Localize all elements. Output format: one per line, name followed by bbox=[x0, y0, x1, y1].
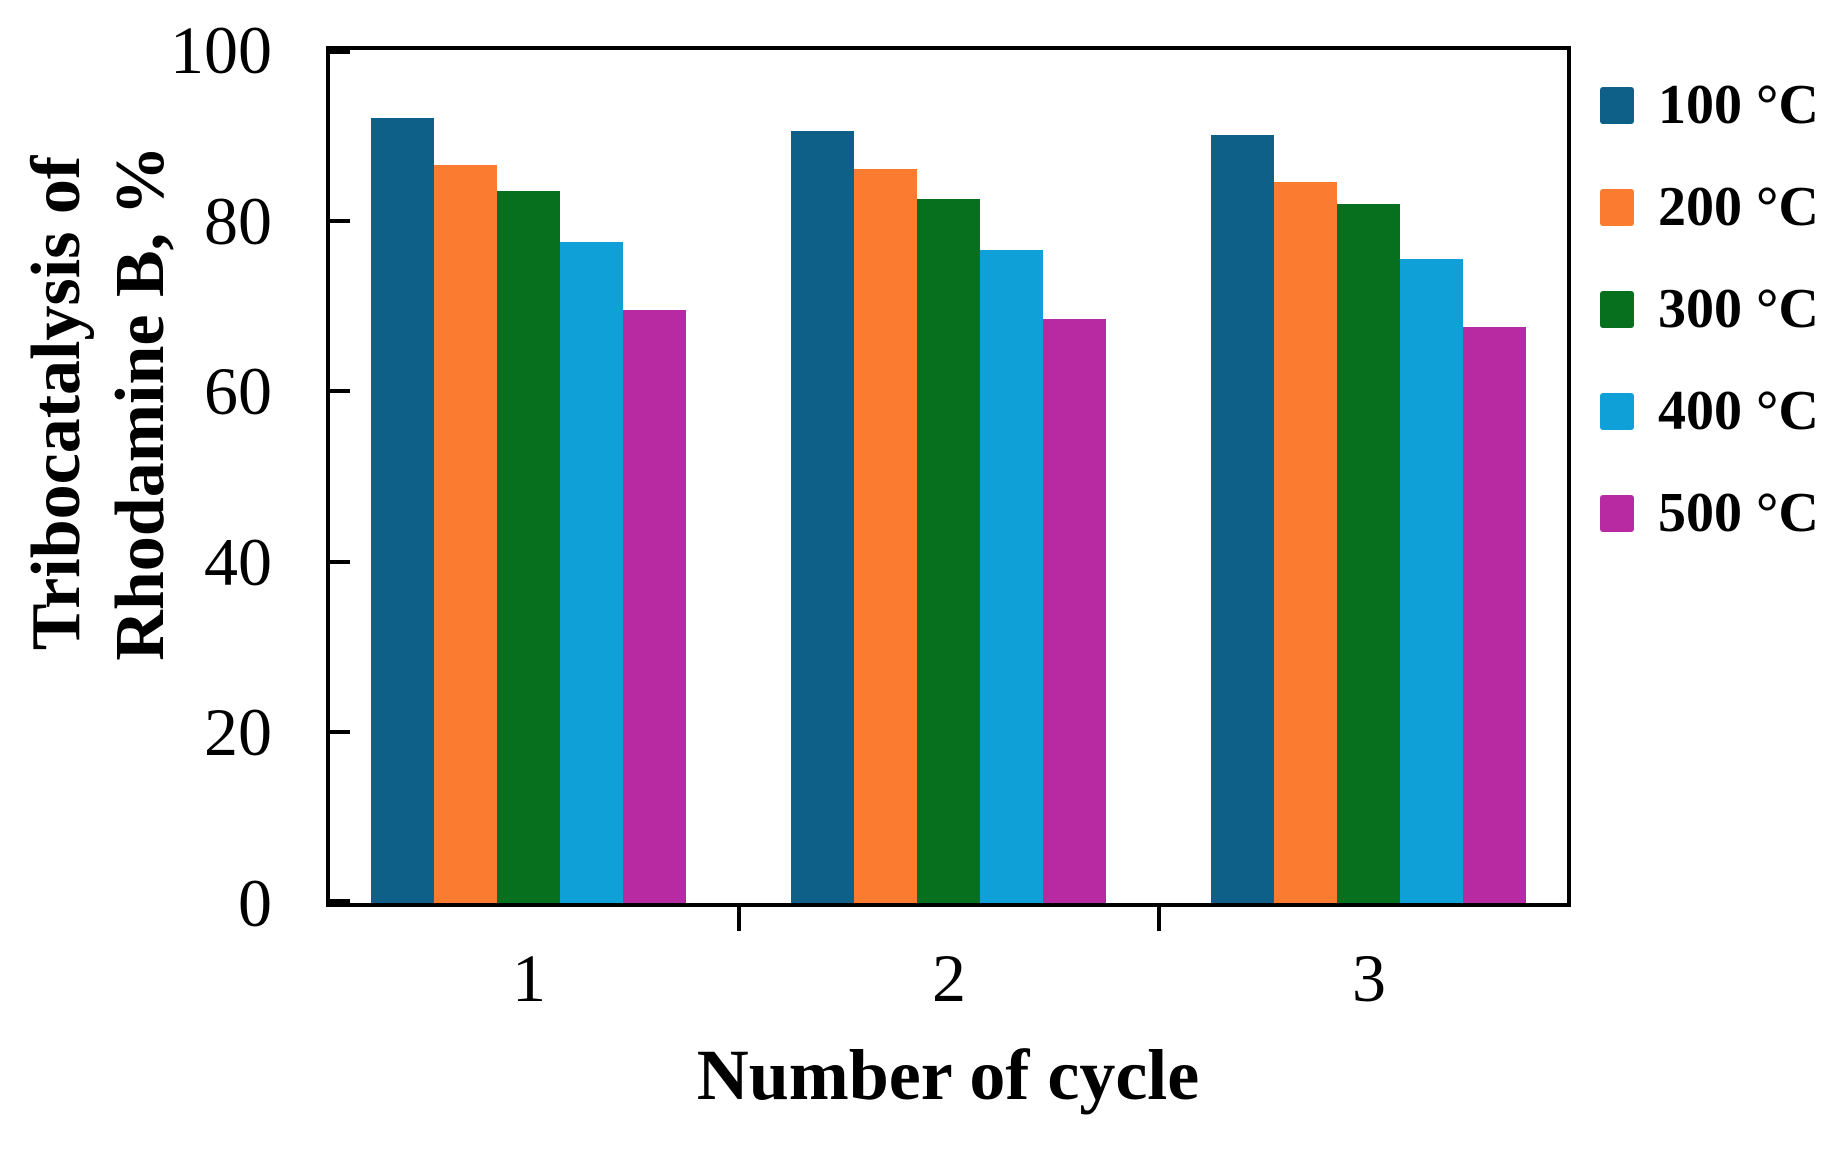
legend-swatch-icon bbox=[1600, 392, 1634, 430]
legend-item-200°C: 200 °C bbox=[1600, 176, 1819, 238]
bar-500°C-cycle2 bbox=[1043, 319, 1106, 903]
y-tick-100 bbox=[330, 50, 350, 54]
legend-swatch-icon bbox=[1600, 188, 1634, 226]
legend-swatch-icon bbox=[1600, 290, 1634, 328]
bar-500°C-cycle1 bbox=[623, 310, 686, 903]
x-axis-title: Number of cycle bbox=[696, 1035, 1200, 1115]
bar-500°C-cycle3 bbox=[1463, 327, 1526, 903]
y-tick-40 bbox=[330, 560, 350, 564]
y-tick-label-80: 80 bbox=[204, 182, 272, 259]
plot-area bbox=[326, 46, 1571, 931]
y-tick-0 bbox=[330, 899, 350, 903]
legend-label: 300 °C bbox=[1658, 278, 1819, 340]
x-tick-boundary-2 bbox=[1157, 907, 1161, 931]
y-axis-ticks bbox=[330, 50, 1567, 903]
legend-item-300°C: 300 °C bbox=[1600, 278, 1819, 340]
x-tick-label-3: 3 bbox=[1352, 940, 1386, 1016]
bar-300°C-cycle1 bbox=[497, 191, 560, 903]
bar-300°C-cycle2 bbox=[917, 199, 980, 903]
y-tick-label-20: 20 bbox=[204, 694, 272, 771]
legend-label: 500 °C bbox=[1658, 482, 1819, 544]
legend: 100 °C 200 °C 300 °C 400 °C 500 °C bbox=[1600, 74, 1819, 544]
legend-item-500°C: 500 °C bbox=[1600, 482, 1819, 544]
legend-swatch-icon bbox=[1600, 86, 1634, 124]
y-tick-60 bbox=[330, 389, 350, 393]
legend-item-100°C: 100 °C bbox=[1600, 74, 1819, 136]
bar-100°C-cycle1 bbox=[371, 118, 434, 903]
bar-400°C-cycle2 bbox=[980, 250, 1043, 903]
legend-label: 200 °C bbox=[1658, 176, 1819, 238]
bar-100°C-cycle3 bbox=[1211, 135, 1274, 903]
bars-layer bbox=[330, 50, 1567, 903]
x-axis-ticks bbox=[330, 50, 1567, 931]
legend-swatch-icon bbox=[1600, 494, 1634, 532]
legend-label: 400 °C bbox=[1658, 380, 1819, 442]
legend-item-400°C: 400 °C bbox=[1600, 380, 1819, 442]
bar-400°C-cycle1 bbox=[560, 242, 623, 903]
y-tick-20 bbox=[330, 730, 350, 734]
bar-200°C-cycle2 bbox=[854, 169, 917, 903]
bar-200°C-cycle1 bbox=[434, 165, 497, 903]
x-tick-boundary-1 bbox=[737, 907, 741, 931]
legend-label: 100 °C bbox=[1658, 74, 1819, 136]
y-tick-label-40: 40 bbox=[204, 523, 272, 600]
bar-100°C-cycle2 bbox=[791, 131, 854, 903]
x-tick-label-2: 2 bbox=[932, 940, 966, 1016]
x-tick-label-1: 1 bbox=[512, 940, 546, 1016]
bar-400°C-cycle3 bbox=[1400, 259, 1463, 903]
bar-200°C-cycle3 bbox=[1274, 182, 1337, 903]
bar-300°C-cycle3 bbox=[1337, 204, 1400, 903]
y-tick-80 bbox=[330, 219, 350, 223]
y-tick-label-100: 100 bbox=[170, 12, 272, 88]
y-tick-label-0: 0 bbox=[238, 865, 272, 941]
y-tick-label-60: 60 bbox=[204, 353, 272, 430]
